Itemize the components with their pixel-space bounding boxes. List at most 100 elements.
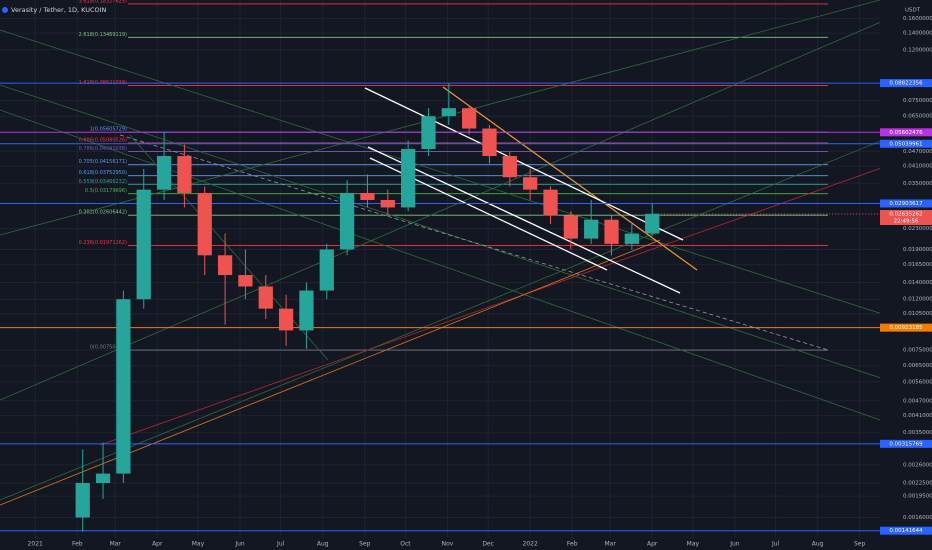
price-line-label: 0.02903617 (889, 201, 923, 207)
price-line-label: 0.00315769 (889, 441, 923, 447)
x-tick-label: May (192, 541, 205, 548)
symbol-icon (2, 7, 8, 13)
x-tick-label: Sep (359, 541, 371, 548)
price-line-label: 0.08822356 (889, 81, 923, 87)
price-line-label: 0.00141644 (889, 528, 923, 534)
fib-label: 0.886(0.05080526) (79, 137, 127, 143)
candle-body (156, 156, 172, 190)
fib-label: 0.559(0.03466232) (79, 179, 127, 185)
candle-body (278, 308, 294, 331)
x-tick-label: Nov (442, 541, 454, 548)
fib-label: 0.786(0.04691038) (79, 146, 127, 152)
x-tick-label: Jul (276, 541, 285, 548)
candle-body (462, 108, 477, 129)
fib-label: 0.705(0.04156171) (79, 159, 127, 165)
candle-body (197, 192, 212, 256)
candle-body (584, 219, 599, 239)
candle-body (217, 255, 233, 276)
x-tick-label: 2021 (28, 541, 43, 548)
candle-body (624, 233, 639, 244)
x-tick-label: Apr (152, 541, 163, 548)
candle-body (380, 199, 395, 208)
x-tick-label: Aug (812, 541, 824, 548)
y-tick-label: 0.00160000 (903, 515, 932, 521)
candle-body (604, 219, 619, 244)
candle-body (523, 177, 538, 190)
x-tick-label: Feb (567, 541, 578, 548)
currency: USDT (905, 8, 921, 14)
x-tick-label: Feb (72, 541, 83, 548)
candle-body (299, 290, 314, 331)
fib-label: 1(0.05605729) (90, 127, 127, 133)
candle-body (360, 192, 375, 200)
price-line-box (880, 199, 932, 208)
fib-label: 2.618(0.13469119) (79, 32, 127, 38)
fib-levels: 3.618(0.18327625)2.618(0.13469119)1.618(… (79, 0, 828, 351)
candle-body (543, 189, 558, 216)
price-line-box (880, 323, 932, 332)
candle-body (340, 192, 355, 250)
x-tick-label: Dec (482, 541, 494, 548)
candle-body (319, 249, 334, 291)
fib-label: 0.618(0.03752950) (79, 170, 127, 176)
price-line-label: 0.05039961 (889, 141, 922, 147)
price-axis (880, 0, 932, 538)
x-tick-label: Jun (729, 541, 740, 548)
price-line-box (880, 439, 932, 448)
candle-body (177, 156, 192, 193)
candle-body (116, 299, 131, 474)
x-tick-label: Mar (605, 541, 617, 548)
x-tick-label: Apr (647, 541, 658, 548)
time-axis (0, 538, 932, 550)
candle-body (238, 275, 253, 287)
fib-label: 0.236(0.01971162) (79, 240, 127, 246)
price-line-label: 0.00923185 (889, 325, 923, 331)
candle-body (502, 156, 517, 178)
fib-label: 0.382(0.02606442) (79, 210, 127, 216)
candles (75, 83, 660, 532)
last-price-label: 0.02635262 (889, 212, 922, 218)
price-line-box (880, 128, 932, 137)
x-tick-label: Jul (771, 541, 780, 548)
x-tick-label: Oct (400, 541, 411, 548)
candle-body (258, 286, 273, 309)
price-line-box (880, 139, 932, 148)
x-tick-label: 2022 (523, 541, 538, 548)
candle-body (645, 213, 660, 234)
trend-lines (0, 0, 932, 506)
x-tick-label: Sep (854, 541, 866, 548)
candle-body (95, 473, 111, 484)
candle-body (482, 128, 497, 157)
countdown: 22:49:56 (894, 219, 919, 225)
fib-label: 3.618(0.18327625) (79, 0, 127, 4)
candle-body (563, 215, 578, 239)
x-tick-label: Aug (317, 541, 329, 548)
x-tick-label: May (687, 541, 700, 548)
fib-label: 0(0.00750439) (90, 345, 127, 351)
fib-label: 0.5(0.03179696) (85, 188, 127, 194)
last-price-box (880, 210, 932, 226)
